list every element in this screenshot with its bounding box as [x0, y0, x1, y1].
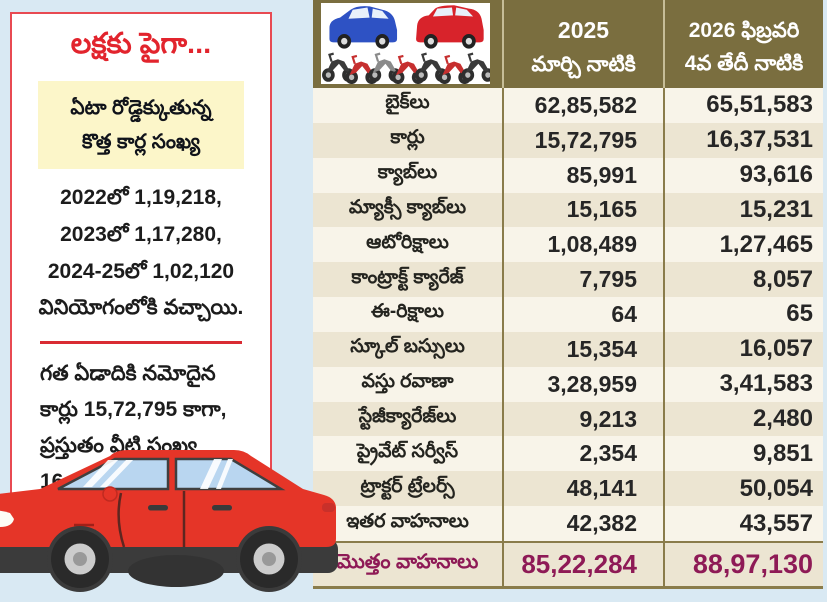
value-2025: 42,382	[502, 506, 663, 541]
vehicle-label: మ్యాక్సీ క్యాబ్‌లు	[348, 196, 467, 218]
para1-line-3: 2024-25లో 1,02,120	[47, 259, 235, 283]
table-row-private-service: ప్రైవేట్ సర్వీస్ 2,354 9,851	[313, 436, 823, 472]
table-row-maxi-cabs: మ్యాక్సీ క్యాబ్‌లు 15,165 15,231	[313, 192, 823, 228]
value-2026: 1,27,465	[663, 227, 823, 263]
value-2025: 3,28,959	[502, 366, 663, 402]
value-2025: 15,165	[502, 192, 663, 228]
value-2025: 85,991	[502, 157, 663, 193]
header-2025-label: మార్చి నాటికి	[531, 53, 636, 77]
value-2026: 65	[663, 297, 823, 332]
value-2025: 64	[502, 297, 663, 332]
value-2025: 2,354	[502, 436, 663, 472]
table-header: 2025 మార్చి నాటికి 2026 ఫిబ్రవరి 4వ తేదీ…	[313, 0, 823, 96]
vehicles-photo-icon	[321, 3, 490, 85]
headline-panel: లక్షకు పైగా... ఏటా రోడ్డెక్కుతున్న కొత్త…	[10, 12, 272, 552]
panel-title: లక్షకు పైగా...	[70, 28, 212, 60]
vehicle-label: ట్రాక్టర్ ట్రేలర్స్	[360, 475, 455, 497]
value-2026: 65,51,583	[663, 88, 823, 123]
table-row-e-rickshaws: ఈ-రిక్షాలు 64 65	[313, 297, 823, 332]
para1-line-2: 2023లో 1,17,280,	[60, 222, 222, 246]
table-row-bikes: బైక్‌లు 62,85,582 65,51,583	[313, 88, 823, 123]
para1-line-4: వినియోగంలోకి వచ్చాయి.	[38, 296, 244, 320]
table-row-goods-transport: వస్తు రవాణా 3,28,959 3,41,583	[313, 366, 823, 402]
highlight-box: ఏటా రోడ్డెక్కుతున్న కొత్త కార్ల సంఖ్య	[38, 81, 244, 169]
value-2026: 8,057	[663, 262, 823, 298]
header-image-cell	[313, 0, 502, 95]
para2-line-2: కార్లు 15,72,795 కాగా,	[40, 398, 227, 422]
value-2026: 2,480	[663, 401, 823, 437]
value-2026: 50,054	[663, 471, 823, 507]
total-value-2025: 85,22,284	[502, 542, 663, 586]
vehicle-label: క్యాబ్‌లు	[377, 162, 438, 184]
red-sedan-icon	[0, 450, 338, 592]
value-2026: 93,616	[663, 157, 823, 193]
value-2026: 16,057	[663, 331, 823, 367]
table-row-cars: కార్లు 15,72,795 16,37,531	[313, 122, 823, 158]
value-2026: 16,37,531	[663, 122, 823, 158]
vehicle-label: వస్తు రవాణా	[361, 371, 454, 393]
table-total-row: మొత్తం వాహనాలు 85,22,284 88,97,130	[313, 540, 823, 586]
value-2025: 62,85,582	[502, 88, 663, 123]
vehicle-label: స్టేజీక్యారేజ్‌లు	[358, 406, 457, 428]
value-2025: 15,72,795	[502, 122, 663, 158]
column-header-2026: 2026 ఫిబ్రవరి 4వ తేదీ నాటికి	[663, 0, 823, 96]
table-row-contract-carriage: కాంట్రాక్ట్ క్యారేజ్ 7,795 8,057	[313, 262, 823, 298]
vehicle-label: కాంట్రాక్ట్ క్యారేజ్	[351, 266, 464, 288]
value-2025: 7,795	[502, 262, 663, 298]
value-2025: 1,08,489	[502, 227, 663, 263]
vehicle-label: స్కూల్ బస్సులు	[350, 336, 465, 358]
highlight-line-1: ఏటా రోడ్డెక్కుతున్న	[70, 97, 212, 119]
para1-line-1: 2022లో 1,19,218,	[60, 186, 222, 209]
vehicle-label: బైక్‌లు	[385, 92, 430, 114]
red-divider	[40, 341, 242, 344]
yearly-cars-paragraph: 2022లో 1,19,218, 2023లో 1,17,280, 2024-2…	[12, 180, 270, 327]
header-2026-label: 4వ తేదీ నాటికి	[684, 51, 804, 75]
table-row-school-buses: స్కూల్ బస్సులు 15,354 16,057	[313, 331, 823, 367]
total-value-2026: 88,97,130	[663, 542, 823, 586]
vehicle-label: ప్రైవేట్ సర్వీస్	[356, 440, 459, 462]
column-header-2025: 2025 మార్చి నాటికి	[502, 0, 663, 96]
red-car-illustration	[0, 447, 340, 597]
value-2026: 43,557	[663, 506, 823, 541]
value-2026: 15,231	[663, 192, 823, 228]
header-2026-year: 2026 ఫిబ్రవరి	[688, 18, 800, 42]
vehicle-label: ఇతర వాహనాలు	[346, 510, 469, 532]
header-2025-year: 2025	[557, 17, 610, 44]
table-body: బైక్‌లు 62,85,582 65,51,583 కార్లు 15,72…	[313, 88, 823, 541]
value-2026: 9,851	[663, 436, 823, 472]
value-2025: 15,354	[502, 331, 663, 367]
vehicle-registration-table: 2025 మార్చి నాటికి 2026 ఫిబ్రవరి 4వ తేదీ…	[313, 0, 823, 589]
vehicle-label: కార్లు	[390, 127, 425, 149]
total-label: మొత్తం వాహనాలు	[336, 550, 479, 573]
para2-line-1: గత ఏడాదికి నమోదైన	[40, 362, 216, 385]
highlight-line-2: కొత్త కార్ల సంఖ్య	[82, 131, 200, 153]
table-row-tractor-trailers: ట్రాక్టర్ ట్రేలర్స్ 48,141 50,054	[313, 471, 823, 507]
table-row-autorickshaws: ఆటోరిక్షాలు 1,08,489 1,27,465	[313, 227, 823, 263]
value-2025: 9,213	[502, 401, 663, 437]
table-row-stage-carriages: స్టేజీక్యారేజ్‌లు 9,213 2,480	[313, 401, 823, 437]
vehicle-label: ఈ-రిక్షాలు	[371, 301, 444, 323]
table-row-cabs: క్యాబ్‌లు 85,991 93,616	[313, 157, 823, 193]
vehicle-label: ఆటోరిక్షాలు	[366, 231, 449, 253]
value-2026: 3,41,583	[663, 366, 823, 402]
table-row-other-vehicles: ఇతర వాహనాలు 42,382 43,557	[313, 506, 823, 541]
value-2025: 48,141	[502, 471, 663, 507]
